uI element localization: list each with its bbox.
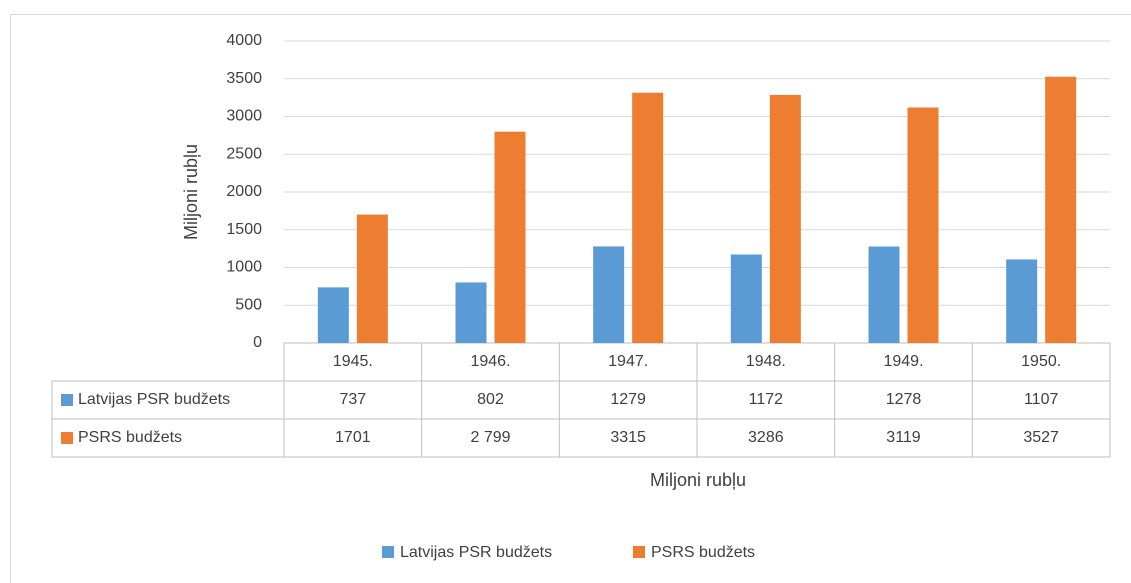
table-cell: 737	[339, 391, 366, 408]
chart-frame	[10, 14, 1131, 583]
y-tick-label: 0	[253, 334, 262, 351]
bar	[769, 94, 801, 343]
bar	[356, 214, 388, 343]
y-tick-label: 500	[235, 296, 262, 313]
table-series-name: Latvijas PSR budžets	[78, 391, 230, 408]
legend-key	[633, 546, 645, 558]
bar	[868, 246, 900, 343]
table-cell: 1279	[610, 391, 646, 408]
table-cell: 802	[477, 391, 504, 408]
table-cell: 1172	[749, 391, 784, 408]
x-tick-label: 1945.	[333, 353, 373, 370]
table-cell: 3119	[886, 429, 921, 446]
bar	[494, 131, 526, 343]
y-tick-label: 2500	[226, 145, 262, 162]
bar	[455, 282, 487, 343]
table-cell: 2 799	[470, 429, 510, 446]
bar	[907, 107, 939, 343]
x-tick-label: 1947.	[608, 353, 648, 370]
y-tick-label: 1500	[226, 221, 262, 238]
bar	[632, 92, 664, 343]
y-tick-label: 1000	[226, 259, 262, 276]
legend-label: Latvijas PSR budžets	[400, 544, 552, 561]
table-legend-key	[61, 432, 73, 444]
y-axis-title: Miljoni rubļu	[181, 144, 201, 240]
table-cell: 3527	[1023, 429, 1059, 446]
bar	[730, 254, 762, 343]
y-tick-label: 3000	[226, 108, 262, 125]
bar	[317, 287, 349, 343]
table-series-name: PSRS budžets	[78, 429, 182, 446]
x-axis-title: Miljoni rubļu	[650, 470, 746, 490]
table-cell: 1278	[886, 391, 922, 408]
bar	[1006, 259, 1038, 343]
table-cell: 1701	[335, 429, 371, 446]
legend-key	[382, 546, 394, 558]
y-tick-label: 2000	[226, 183, 262, 200]
table-cell: 1107	[1024, 391, 1059, 408]
x-tick-label: 1948.	[746, 353, 786, 370]
x-tick-label: 1950.	[1021, 353, 1061, 370]
table-cell: 3286	[748, 429, 784, 446]
legend-label: PSRS budžets	[651, 544, 755, 561]
table-cell: 3315	[610, 429, 646, 446]
y-tick-label: 4000	[226, 32, 262, 49]
bar	[1045, 76, 1077, 344]
y-tick-label: 3500	[226, 70, 262, 87]
x-tick-label: 1949.	[883, 353, 923, 370]
bar	[593, 246, 625, 343]
x-tick-label: 1946.	[470, 353, 510, 370]
table-legend-key	[61, 394, 73, 406]
